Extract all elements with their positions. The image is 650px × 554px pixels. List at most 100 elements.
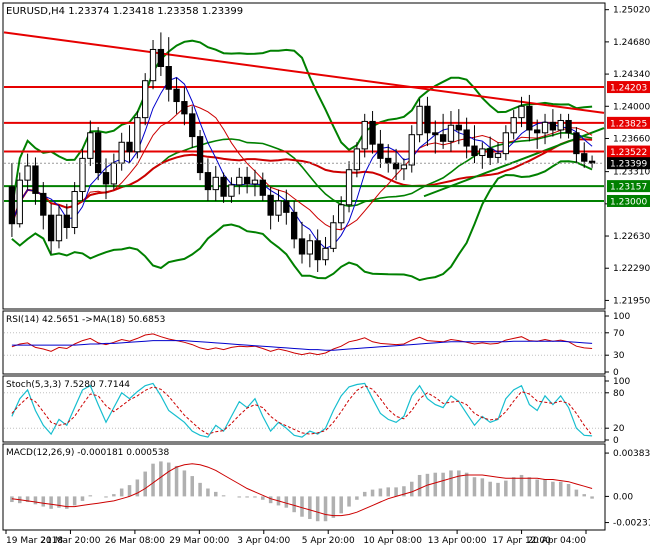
candle-body <box>471 145 478 157</box>
candle-body <box>565 119 572 134</box>
candle-body <box>47 214 55 242</box>
chart-title: EURUSD,H4 1.23374 1.23418 1.23358 1.2339… <box>6 6 243 17</box>
candle-body <box>165 66 172 90</box>
trendline <box>3 31 605 114</box>
y-tick-label: 1.24340 <box>613 70 650 80</box>
y-tick-label: 1.22630 <box>613 232 650 242</box>
y-tick-label: 1.22290 <box>613 264 650 274</box>
candle-body <box>385 157 392 164</box>
candle-body <box>79 157 86 193</box>
level-label: 1.23522 <box>610 148 647 158</box>
macd-tick-label: 0.00 <box>613 492 633 502</box>
level-label-bg <box>607 116 650 129</box>
candle-body <box>494 153 502 158</box>
candle-body <box>275 200 282 216</box>
ma-medium-line <box>11 104 593 231</box>
macd-tick-label: 0.003839 <box>613 449 650 459</box>
candle-body <box>518 105 525 119</box>
candle-body <box>455 124 462 131</box>
rsi-tick-label: 100 <box>613 312 630 322</box>
macd-signal-line <box>11 463 593 517</box>
main-panel-frame <box>2 2 606 310</box>
candle-body <box>220 176 227 197</box>
candle-body <box>196 136 204 174</box>
candle-body <box>8 186 16 225</box>
x-tick-label: 26 Mar 08:00 <box>105 536 165 546</box>
candle-body <box>322 247 329 261</box>
level-label: 1.23825 <box>610 119 647 129</box>
candle-body <box>24 165 31 181</box>
candle-body <box>32 165 39 194</box>
candle-body <box>283 200 290 213</box>
candle-body <box>463 129 470 147</box>
macd-label: MACD(12,26,9) -0.000181 0.000538 <box>6 448 169 458</box>
candle-body <box>377 143 384 159</box>
bollinger-lower <box>11 160 593 282</box>
candle-body <box>228 184 235 197</box>
candle-body <box>573 132 580 155</box>
candle-body <box>502 132 510 155</box>
y-tick-label: 1.23310 <box>613 168 650 178</box>
candle-body <box>439 134 447 142</box>
candle-body <box>392 162 400 170</box>
candle-body <box>486 148 494 158</box>
rsi-tick-label: 30 <box>613 351 625 361</box>
x-tick-label: 10 Apr 08:00 <box>363 536 422 546</box>
y-tick-label: 1.23660 <box>613 134 650 144</box>
x-tick-label: 20 Apr 04:00 <box>527 536 586 546</box>
rsi-ma-line <box>11 340 593 351</box>
candle-body <box>243 176 251 185</box>
candle-body <box>251 179 259 185</box>
x-tick-label: 17 Apr 12:00 <box>492 536 551 546</box>
candle-body <box>149 48 157 82</box>
rsi-panel-frame <box>2 310 606 375</box>
macd-tick-label: -0.002318 <box>613 519 650 529</box>
candle-body <box>71 191 78 229</box>
candle-body <box>189 113 196 138</box>
candle-body <box>361 120 368 150</box>
candle-body <box>204 172 212 191</box>
candle-body <box>212 176 219 191</box>
rsi-label: RSI(14) 42.5651 ->MA(18) 50.6853 <box>6 315 165 325</box>
candle-body <box>134 117 141 153</box>
candle-body <box>353 148 361 171</box>
current-price-label-bg <box>607 157 650 170</box>
candle-body <box>16 179 23 225</box>
y-tick-label: 1.25020 <box>613 6 650 16</box>
level-label: 1.23000 <box>610 197 647 207</box>
candle-body <box>581 153 588 162</box>
x-tick-label: 29 Mar 00:00 <box>169 536 229 546</box>
level-label-bg <box>607 81 650 94</box>
candle-body <box>330 222 337 249</box>
candle-body <box>408 134 415 166</box>
candle-body <box>259 179 266 196</box>
rsi-tick-label: 0 <box>613 368 619 378</box>
current-price-label: 1.23399 <box>610 160 647 170</box>
candle-body <box>236 176 243 186</box>
candle-body <box>534 129 541 134</box>
level-label: 1.24203 <box>610 84 647 94</box>
candle-body <box>510 117 517 134</box>
stoch-panel-frame <box>2 375 606 443</box>
candle-body <box>55 214 63 242</box>
level-label-bg <box>607 194 650 207</box>
x-tick-label: 3 Apr 04:00 <box>237 536 290 546</box>
candle-body <box>181 101 188 115</box>
candle-body <box>338 204 345 224</box>
candle-body <box>102 172 110 185</box>
candle-body <box>126 141 133 153</box>
x-tick-label: 19 Mar 2018 <box>6 536 63 546</box>
candle-body <box>557 119 564 131</box>
candle-body <box>173 88 180 103</box>
stoch-label: Stoch(5,3,3) 7.5280 7.7144 <box>6 380 130 390</box>
candle-body <box>541 121 549 134</box>
level-label-bg <box>607 145 650 158</box>
candle-body <box>110 162 118 185</box>
y-tick-label: 1.24680 <box>613 38 650 48</box>
candle-body <box>369 120 376 145</box>
rsi-tick-label: 70 <box>613 329 625 339</box>
stoch-tick-label: 20 <box>613 424 625 434</box>
candle-body <box>306 240 314 255</box>
x-tick-label: 13 Apr 00:00 <box>428 536 487 546</box>
